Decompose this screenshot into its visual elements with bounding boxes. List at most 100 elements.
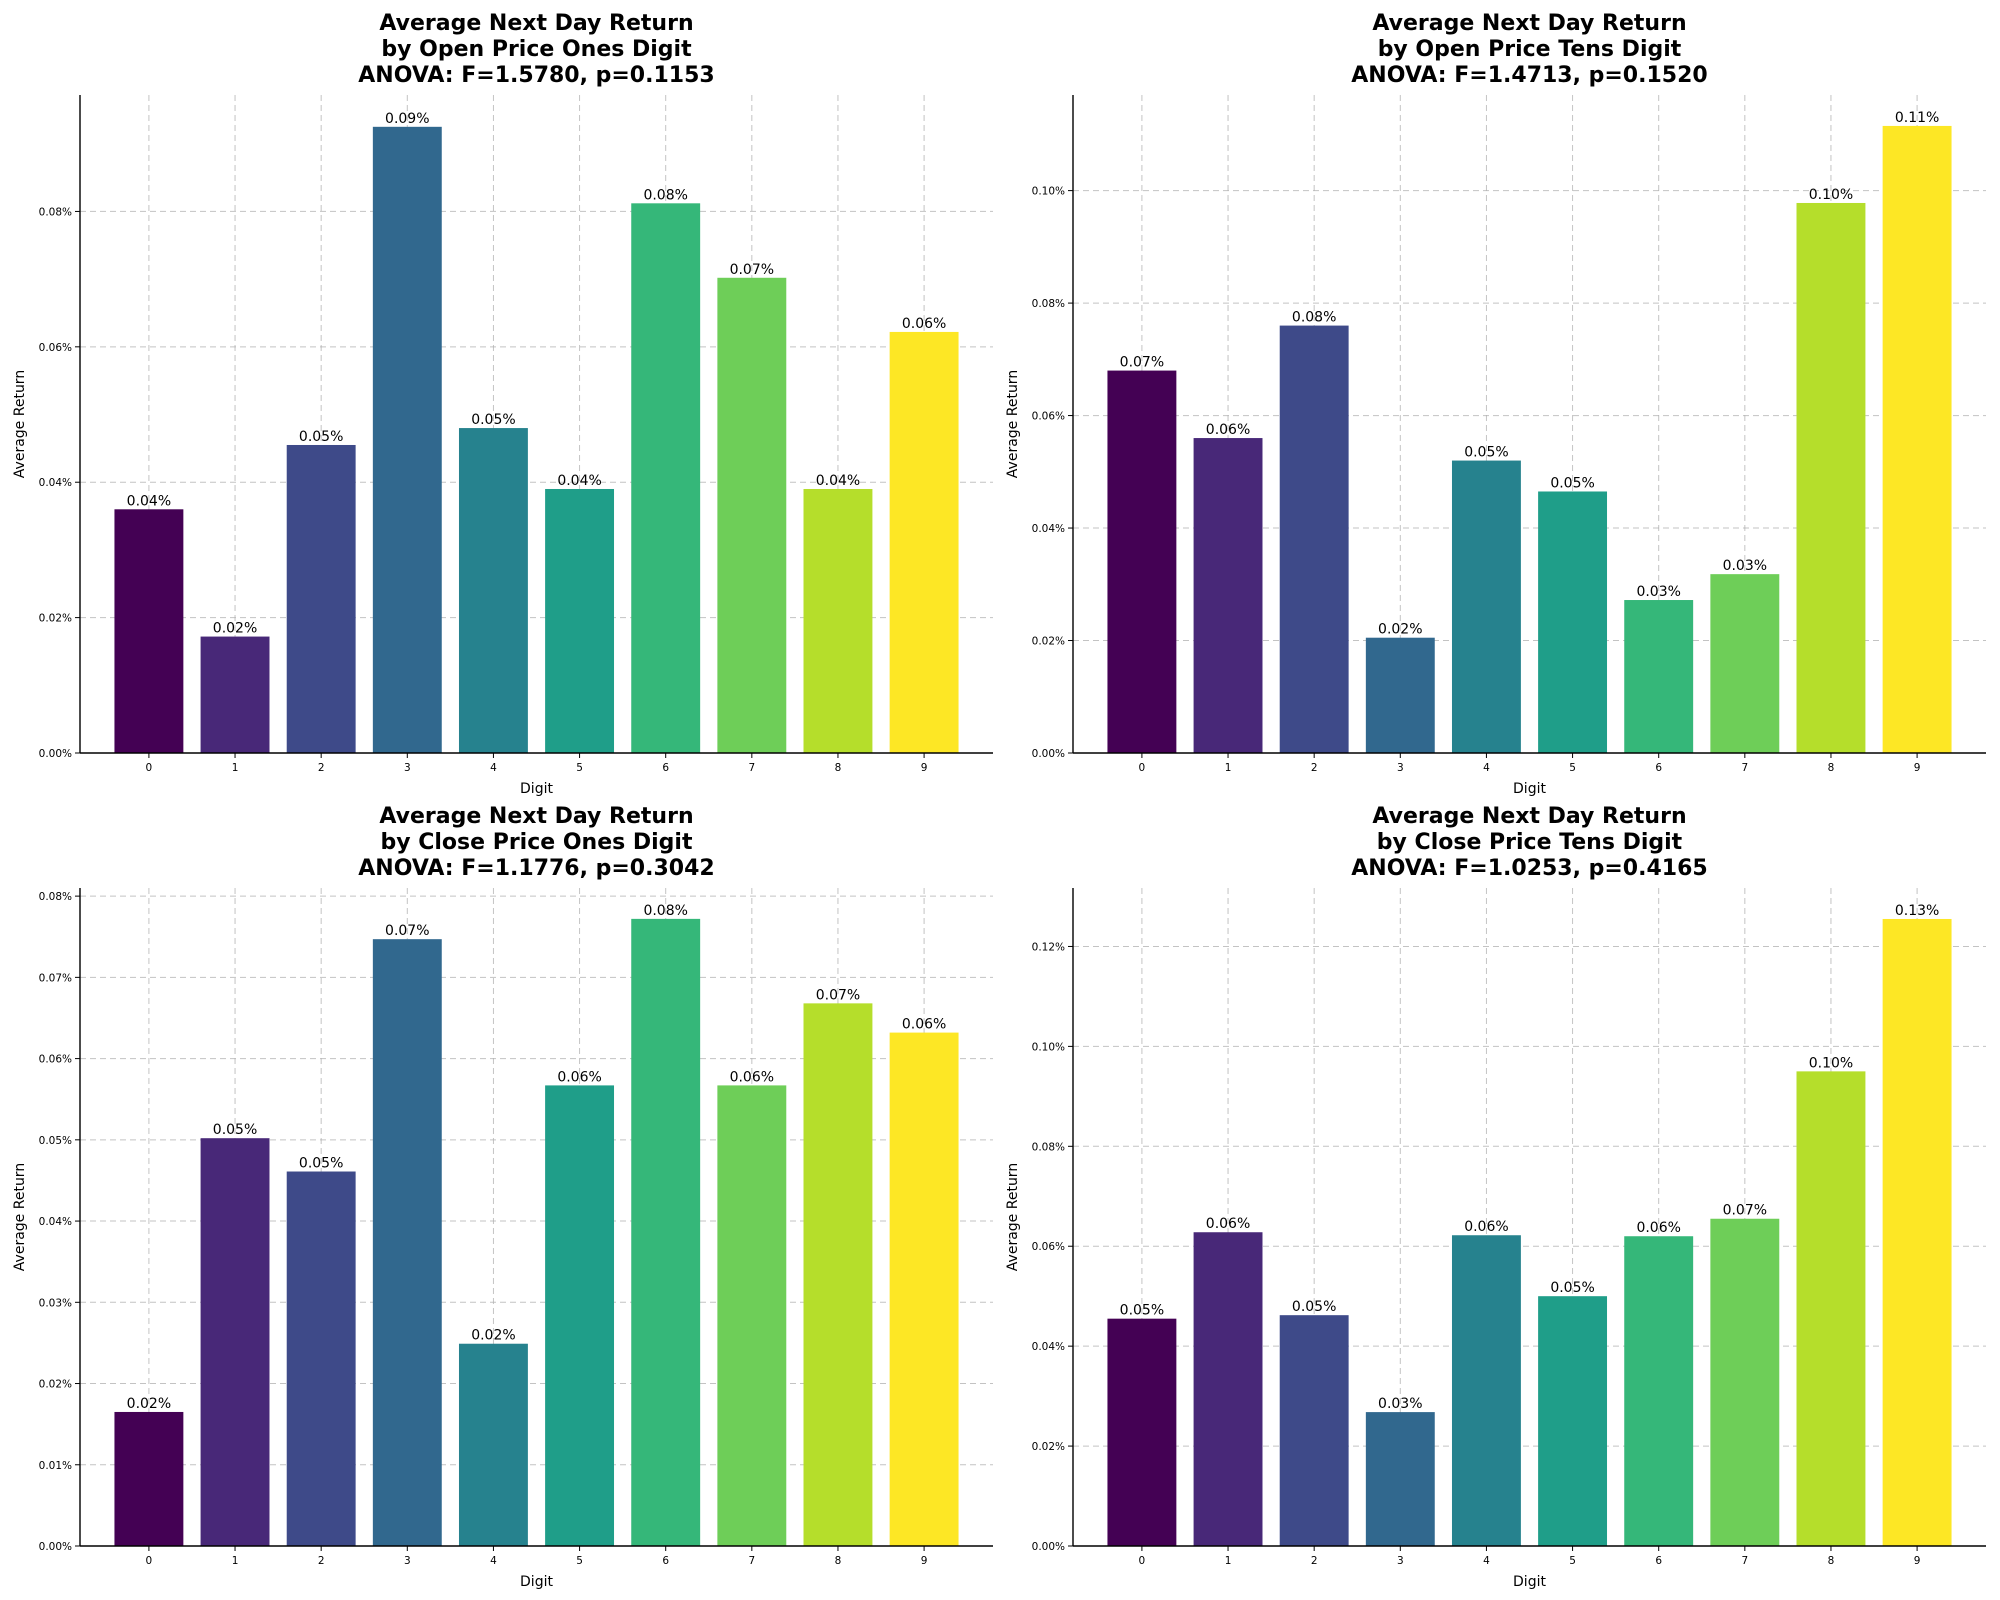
x-tick-label: 0 [146, 762, 153, 774]
x-tick-label: 4 [1483, 762, 1490, 774]
x-tick-label: 4 [490, 1555, 497, 1567]
bar-data-label: 0.05% [1292, 1299, 1336, 1315]
bar-digit-7 [717, 277, 787, 753]
bar-data-label: 0.07% [816, 987, 860, 1003]
bar-digit-9 [1882, 918, 1952, 1546]
x-tick-label: 0 [146, 1555, 153, 1567]
bar-digit-9 [889, 331, 959, 753]
y-tick-label: 0.08% [39, 206, 72, 218]
bar-data-label: 0.10% [1809, 1055, 1853, 1071]
bar-data-label: 0.13% [1895, 903, 1939, 919]
bar-data-label: 0.06% [1636, 1220, 1680, 1236]
x-tick-label: 6 [1655, 1555, 1662, 1567]
y-tick-label: 0.02% [39, 613, 72, 625]
bar-digit-1 [1193, 438, 1263, 753]
y-axis-label: Average Return [1005, 1163, 1021, 1271]
bar-data-label: 0.04% [127, 493, 171, 509]
bar-data-label: 0.05% [1550, 475, 1594, 491]
y-tick-label: 0.04% [1032, 1341, 1065, 1353]
x-tick-label: 1 [1225, 1555, 1232, 1567]
x-tick-label: 2 [1311, 1555, 1318, 1567]
y-axis-label: Average Return [1005, 370, 1021, 478]
bar-data-label: 0.11% [1895, 110, 1939, 126]
x-tick-label: 7 [748, 762, 755, 774]
bar-digit-4 [458, 428, 528, 753]
bar-data-label: 0.08% [643, 187, 687, 203]
bar-digit-6 [1624, 1236, 1694, 1546]
y-tick-label: 0.10% [1032, 1041, 1065, 1053]
y-tick-label: 0.06% [1032, 1241, 1065, 1253]
y-tick-label: 0.00% [1032, 1541, 1065, 1553]
chart-title-line: ANOVA: F=1.5780, p=0.1153 [358, 63, 714, 88]
y-tick-label: 0.02% [1032, 1441, 1065, 1453]
x-tick-label: 2 [1311, 762, 1318, 774]
bar-digit-2 [1279, 1315, 1349, 1546]
x-tick-label: 0 [1139, 762, 1146, 774]
x-tick-label: 7 [1741, 762, 1748, 774]
y-tick-label: 0.00% [39, 1541, 72, 1553]
x-tick-label: 8 [835, 762, 842, 774]
y-tick-label: 0.04% [39, 477, 72, 489]
x-tick-label: 1 [232, 762, 239, 774]
x-tick-label: 3 [404, 762, 411, 774]
y-tick-label: 0.00% [39, 748, 72, 760]
y-tick-label: 0.03% [39, 1297, 72, 1309]
chart-title-line: Average Next Day Return [1372, 804, 1686, 829]
chart-title-line: by Close Price Ones Digit [380, 830, 692, 855]
bar-data-label: 0.04% [816, 473, 860, 489]
bar-digit-7 [717, 1085, 787, 1546]
x-tick-label: 8 [1828, 1555, 1835, 1567]
bar-digit-8 [1796, 1071, 1866, 1546]
x-tick-label: 9 [921, 1555, 928, 1567]
x-tick-label: 9 [1914, 1555, 1921, 1567]
bar-data-label: 0.05% [471, 412, 515, 428]
bar-digit-4 [1451, 1235, 1521, 1546]
x-tick-label: 2 [318, 762, 325, 774]
x-tick-label: 5 [576, 1555, 583, 1567]
x-tick-label: 5 [576, 762, 583, 774]
y-tick-label: 0.06% [1032, 411, 1065, 423]
bar-data-label: 0.06% [1206, 1216, 1250, 1232]
x-tick-label: 1 [232, 1555, 239, 1567]
x-tick-label: 8 [1828, 762, 1835, 774]
bar-digit-2 [1279, 325, 1349, 753]
bar-digit-6 [631, 203, 701, 754]
x-tick-label: 0 [1139, 1555, 1146, 1567]
bar-data-label: 0.03% [1636, 584, 1680, 600]
bar-digit-4 [458, 1343, 528, 1546]
x-tick-label: 5 [1569, 762, 1576, 774]
bar-digit-5 [545, 1085, 615, 1546]
x-axis-label: Digit [1513, 781, 1546, 797]
bar-digit-2 [286, 444, 356, 753]
bar-digit-7 [1710, 574, 1780, 753]
chart-title-line: by Open Price Tens Digit [1378, 37, 1682, 62]
x-tick-label: 7 [748, 1555, 755, 1567]
bar-digit-1 [1193, 1232, 1263, 1546]
bar-digit-8 [803, 488, 873, 753]
bar-data-label: 0.07% [1120, 355, 1164, 371]
bar-data-label: 0.07% [1723, 1203, 1767, 1219]
x-axis-label: Digit [520, 781, 553, 797]
bar-digit-3 [1365, 637, 1435, 753]
chart-title-line: Average Next Day Return [379, 11, 693, 36]
y-tick-label: 0.10% [1032, 186, 1065, 198]
x-tick-label: 6 [1655, 762, 1662, 774]
bar-data-label: 0.05% [1550, 1280, 1594, 1296]
bar-digit-5 [1538, 1296, 1608, 1546]
bar-data-label: 0.06% [1464, 1219, 1508, 1235]
bar-data-label: 0.07% [385, 923, 429, 939]
bar-digit-5 [1538, 491, 1608, 753]
y-tick-label: 0.06% [39, 1054, 72, 1066]
y-tick-label: 0.02% [1032, 636, 1065, 648]
chart-title-line: Average Next Day Return [379, 804, 693, 829]
chart-title-line: by Open Price Ones Digit [381, 37, 692, 62]
x-tick-label: 1 [1225, 762, 1232, 774]
x-tick-label: 4 [1483, 1555, 1490, 1567]
bar-digit-7 [1710, 1218, 1780, 1546]
y-tick-label: 0.05% [39, 1135, 72, 1147]
bar-data-label: 0.06% [730, 1069, 774, 1085]
chart-title-line: ANOVA: F=1.4713, p=0.1520 [1351, 63, 1707, 88]
